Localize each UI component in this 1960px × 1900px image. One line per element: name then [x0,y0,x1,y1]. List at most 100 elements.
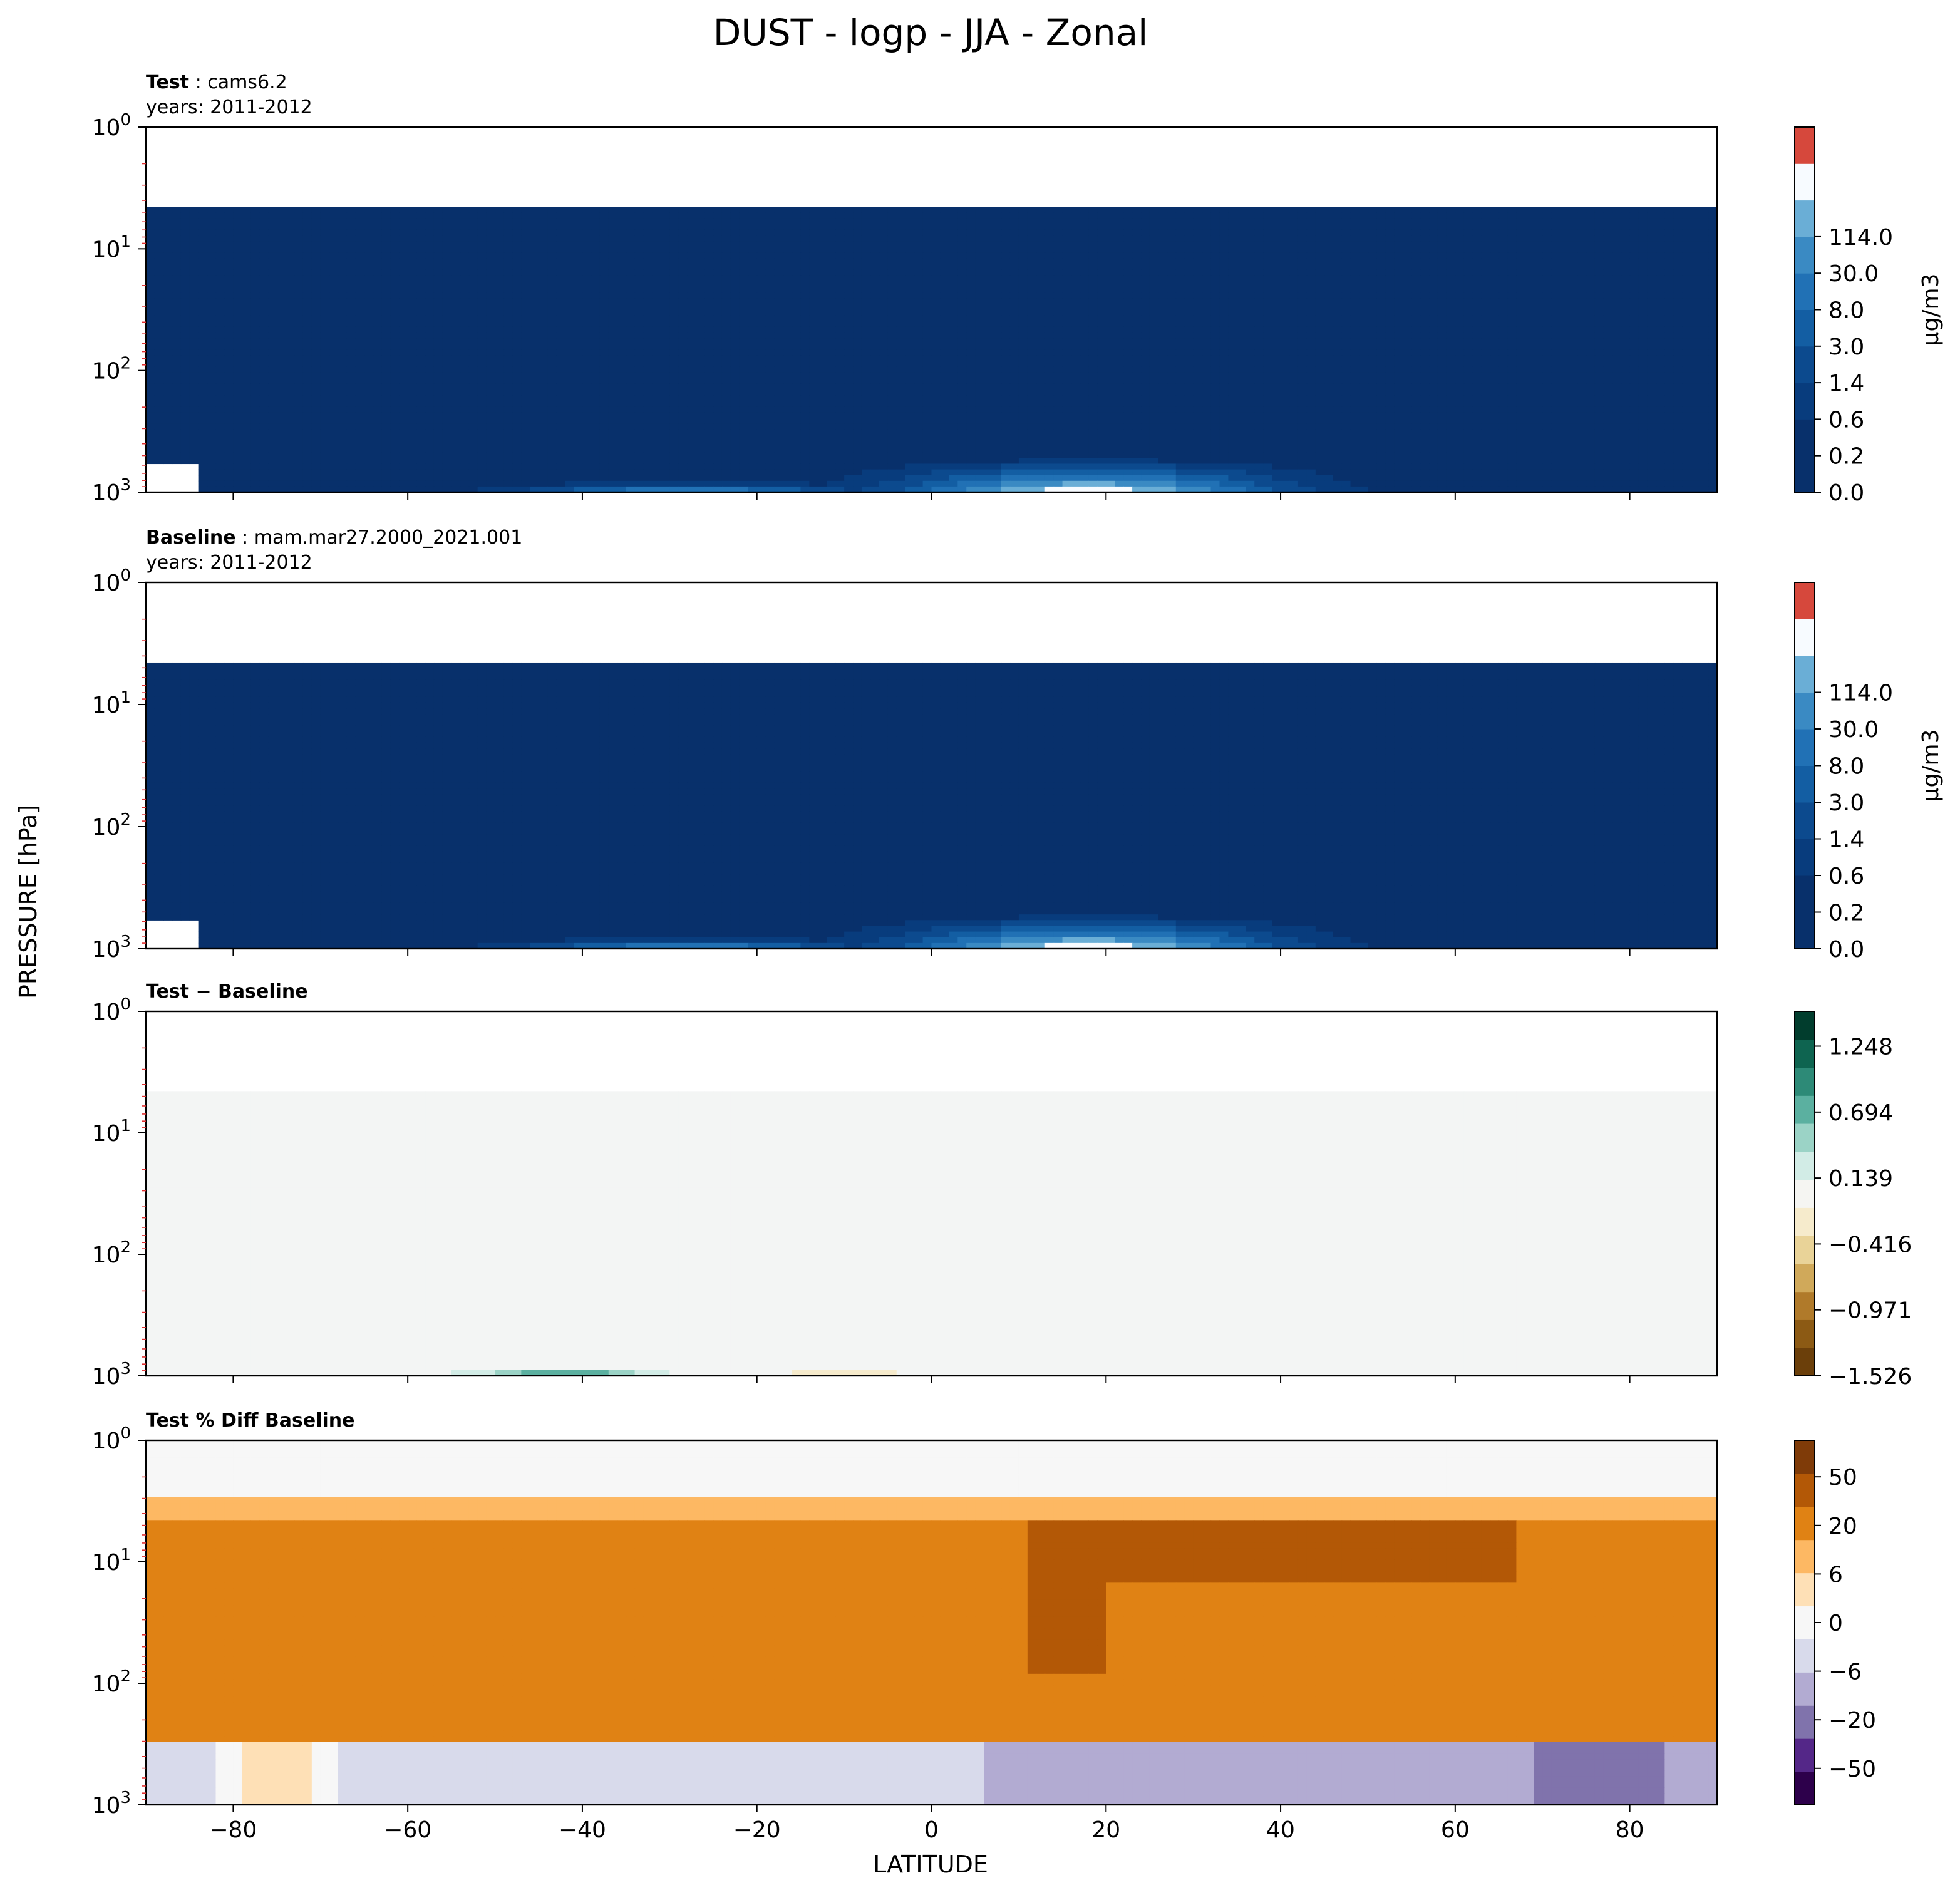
contour-cell [1447,270,1456,276]
contour-cell [740,287,749,293]
contour-cell [286,287,295,293]
contour-cell [1342,247,1351,253]
contour-cell [800,247,810,253]
contour-cell [704,281,714,287]
contour-cell [556,264,565,271]
contour-cell [1036,281,1046,287]
contour-cell [1333,304,1343,310]
contour-cell [704,276,714,282]
contour-cell [1202,304,1212,310]
contour-cell [216,276,225,282]
contour-cell [661,219,670,225]
contour-cell [748,321,758,328]
contour-cell [932,230,941,236]
contour-cell [923,304,932,310]
contour-cell [1447,316,1456,322]
contour-cell [381,304,391,310]
contour-cell [268,264,277,271]
contour-cell [1385,241,1395,247]
contour-cell [1682,213,1691,219]
contour-cell [224,247,234,253]
contour-cell [1534,276,1543,282]
contour-cell [757,292,766,299]
contour-cell [879,316,889,322]
contour-cell [827,316,836,322]
contour-cell [512,298,522,304]
contour-cell [1473,292,1482,299]
contour-cell [242,321,251,328]
contour-cell [888,207,897,214]
contour-cell [1132,287,1142,293]
contour-cell [905,276,915,282]
contour-cell [1054,276,1063,282]
contour-cell [923,264,932,271]
contour-cell [704,213,714,219]
contour-cell [591,270,601,276]
contour-cell [853,213,862,219]
contour-cell [827,281,836,287]
contour-cell [1036,316,1046,322]
contour-cell [1028,276,1037,282]
contour-cell [1219,292,1229,299]
contour-cell [818,287,827,293]
contour-cell [897,230,906,236]
contour-cell [163,207,173,214]
contour-cell [1158,276,1168,282]
contour-cell [766,281,775,287]
contour-cell [1115,304,1124,310]
contour-cell [1420,321,1430,328]
contour-cell [1063,264,1072,271]
contour-cell [818,304,827,310]
contour-cell [1385,276,1395,282]
contour-cell [294,304,304,310]
contour-cell [356,230,365,236]
contour-cell [783,259,793,265]
contour-cell [1054,310,1063,316]
contour-cell [914,224,924,230]
contour-cell [443,247,452,253]
contour-cell [224,219,234,225]
contour-cell [1158,230,1168,236]
contour-cell [1106,247,1115,253]
contour-cell [416,230,426,236]
contour-cell [1019,230,1028,236]
contour-cell [1263,219,1272,225]
contour-cell [1351,213,1360,219]
contour-cell [783,235,793,242]
contour-cell [233,304,242,310]
contour-cell [626,230,636,236]
contour-cell [1071,247,1081,253]
contour-cell [364,241,373,247]
contour-cell [1368,230,1377,236]
contour-cell [1254,207,1264,214]
contour-cell [1534,292,1543,299]
contour-cell [1045,276,1055,282]
contour-cell [1630,264,1639,271]
contour-cell [827,252,836,259]
contour-cell [547,310,557,316]
contour-cell [250,287,260,293]
contour-cell [617,287,627,293]
contour-cell [740,247,749,253]
contour-cell [390,230,400,236]
contour-cell [687,252,696,259]
contour-cell [731,310,740,316]
contour-cell [783,247,793,253]
contour-cell [1612,316,1622,322]
contour-cell [425,235,435,242]
contour-cell [250,310,260,316]
contour-cell [1385,287,1395,293]
contour-cell [1691,321,1700,328]
contour-cell [1194,321,1203,328]
contour-cell [1560,270,1569,276]
contour-cell [1150,259,1159,265]
contour-cell [512,321,522,328]
contour-cell [1586,292,1596,299]
contour-cell [1639,316,1648,322]
contour-cell [1298,321,1308,328]
contour-cell [1473,287,1482,293]
contour-cell [1045,259,1055,265]
contour-cell [1342,207,1351,214]
contour-cell [835,304,845,310]
contour-cell [163,219,173,225]
